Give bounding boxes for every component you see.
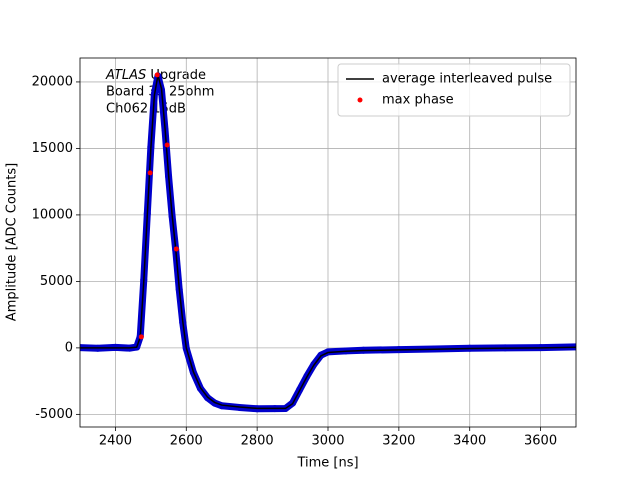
y-tick-label: -5000 <box>35 407 73 422</box>
x-tick-label: 3400 <box>453 434 486 449</box>
max-phase-point <box>154 72 160 78</box>
y-tick-label: 20000 <box>32 74 73 89</box>
legend-box <box>337 63 571 117</box>
axes-frame <box>79 57 577 428</box>
y-axis-label: Amplitude [ADC Counts] <box>5 163 20 321</box>
pulse-line <box>80 75 576 410</box>
plot-area <box>80 72 576 413</box>
y-tick-label: 5000 <box>40 274 73 289</box>
y-tick-label: 0 <box>65 340 73 355</box>
x-axis-label: Time [ns] <box>296 456 358 471</box>
max-phase-point <box>164 142 170 148</box>
x-tick-label: 2800 <box>241 434 274 449</box>
max-phase-point <box>138 334 144 340</box>
y-tick-label: 10000 <box>32 207 73 222</box>
x-tick-label: 3000 <box>311 434 344 449</box>
legend-swatch <box>357 97 363 103</box>
legend-label: average interleaved pulse <box>382 72 552 87</box>
annotation-italic: ATLAS <box>105 68 146 83</box>
x-tick-label: 3600 <box>524 434 557 449</box>
max-phase-point <box>173 246 179 252</box>
x-tick-label: 2600 <box>170 434 203 449</box>
max-phase-point <box>147 170 153 176</box>
legend-label: max phase <box>382 93 454 108</box>
annotation-line: Ch062 15dB <box>106 102 186 117</box>
x-tick-label: 3200 <box>382 434 415 449</box>
x-tick-label: 2400 <box>99 434 132 449</box>
y-tick-label: 15000 <box>32 141 73 156</box>
